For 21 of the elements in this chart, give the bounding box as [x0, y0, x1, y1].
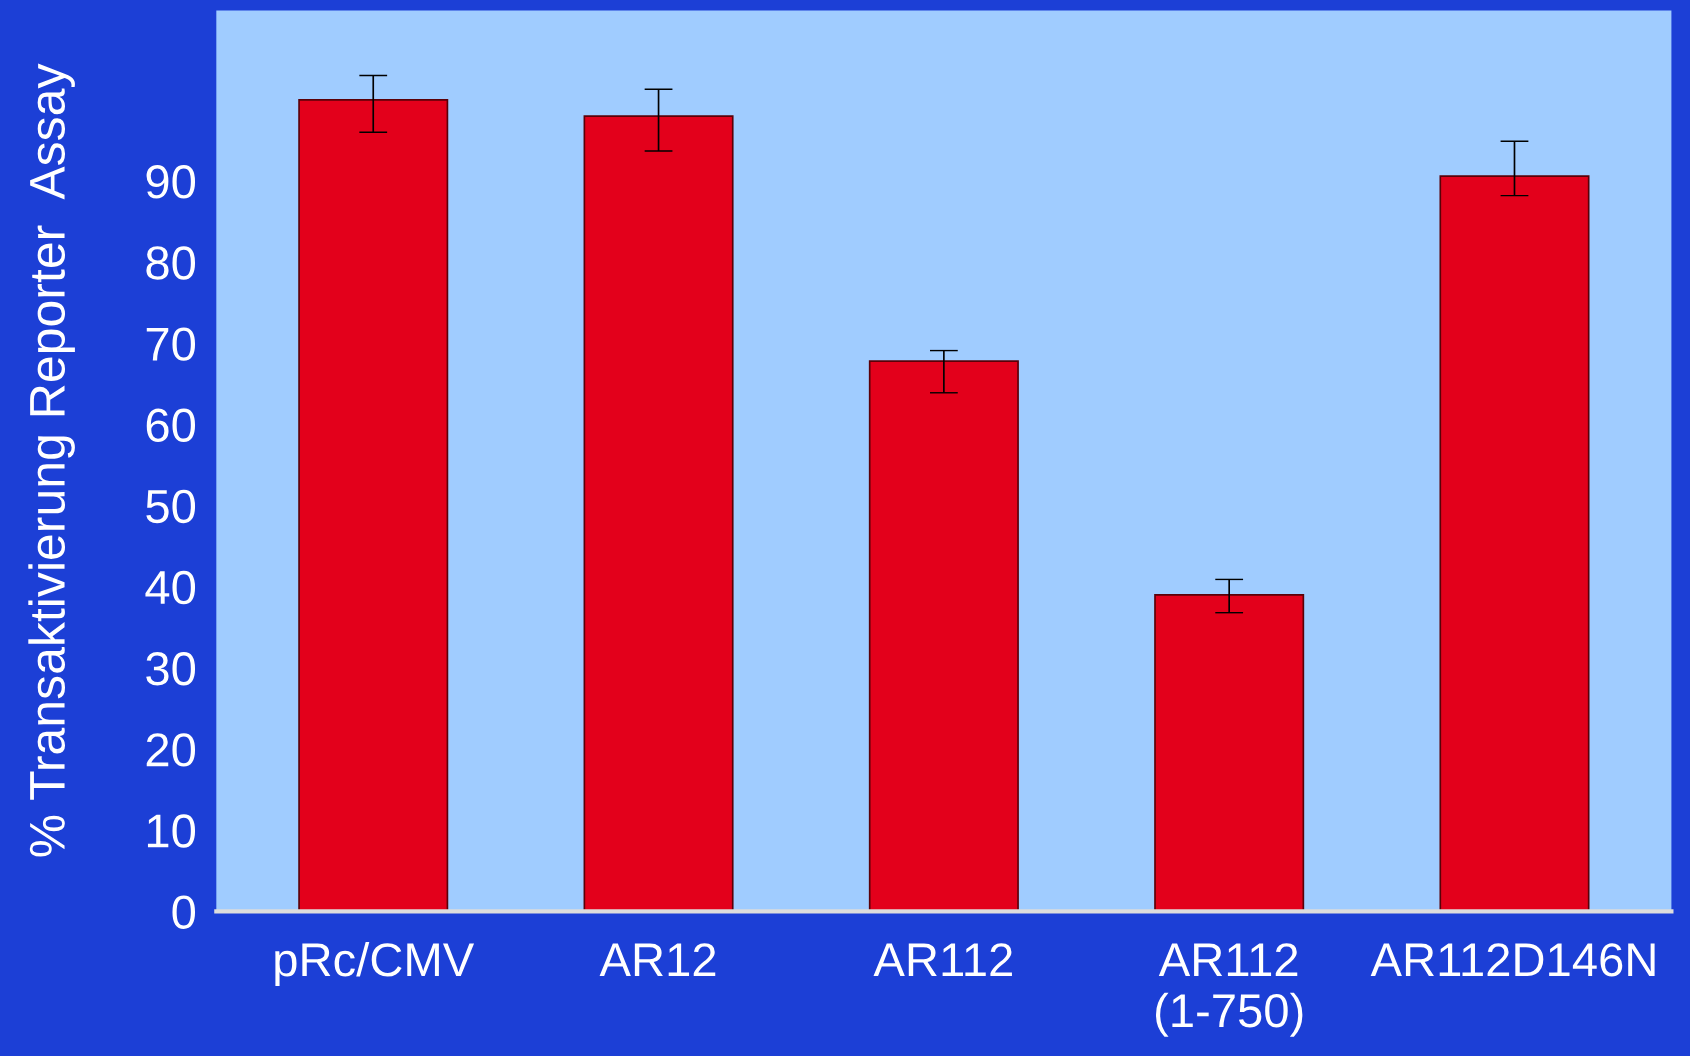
x-tick-label: AR112 (1-750) [1156, 943, 1303, 1037]
bar [1439, 175, 1590, 912]
y-tick-label: 20 [146, 733, 196, 767]
bar [583, 115, 734, 912]
y-tick-label: 30 [146, 652, 196, 686]
y-tick-label: 50 [146, 489, 196, 524]
x-tick-label: AR112 [873, 943, 1012, 977]
y-tick-label: 90 [146, 165, 196, 199]
y-tick-label: 0 [172, 895, 196, 929]
x-tick-label: pRc/CMV [275, 941, 475, 986]
y-axis-title: % Transaktivierung Reporter Assay [28, 63, 75, 857]
bar [868, 360, 1019, 912]
y-tick-label: 10 [147, 814, 196, 848]
x-tick-label: AR112D146N [1370, 943, 1655, 977]
x-tick-label: AR12 [599, 943, 716, 977]
bar [1154, 594, 1305, 912]
y-tick-label: 80 [146, 246, 196, 280]
bar [298, 98, 449, 912]
y-tick-label: 60 [146, 408, 196, 442]
y-tick-label: 40 [145, 570, 196, 605]
y-tick-label: 70 [146, 327, 196, 361]
